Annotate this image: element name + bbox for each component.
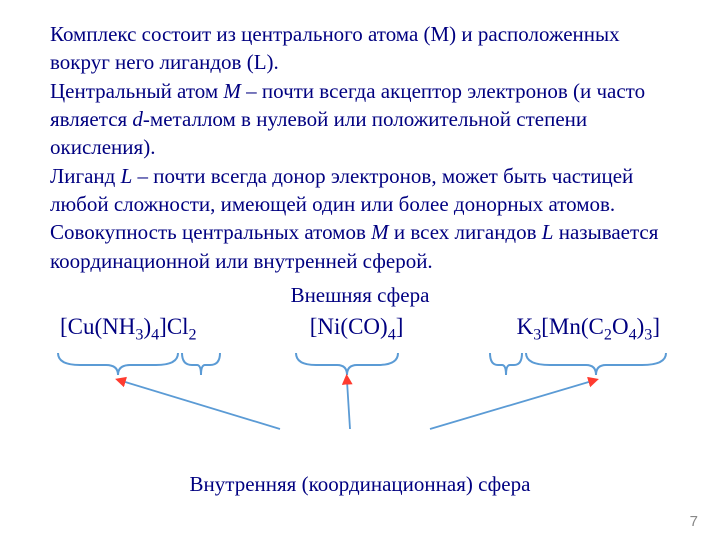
t: O — [612, 314, 629, 339]
brace-inner-3 — [526, 353, 666, 375]
t: M — [371, 220, 389, 244]
t: L — [542, 220, 554, 244]
t: [Cu(NH — [60, 314, 135, 339]
t: Лиганд — [50, 164, 121, 188]
t: [Ni(CO) — [310, 314, 388, 339]
page-number: 7 — [690, 513, 698, 530]
brace-inner-1 — [58, 353, 178, 375]
label-outer-sphere: Внешняя сфера — [50, 283, 670, 308]
t: ] — [652, 314, 660, 339]
t: d — [132, 107, 143, 131]
arrow-inner-1 — [122, 381, 280, 429]
text-p1: Комплекс состоит из центрального атома (… — [50, 22, 620, 74]
t: [Mn(C — [541, 314, 604, 339]
t: M — [223, 79, 241, 103]
t: Центральный атом — [50, 79, 223, 103]
formula-1: [Cu(NH3)4]Cl2 — [60, 314, 197, 345]
t: ] — [396, 314, 404, 339]
paragraph-4: Совокупность центральных атомов M и всех… — [50, 218, 670, 275]
t: ]Cl — [159, 314, 188, 339]
t: 2 — [604, 327, 612, 344]
t: 2 — [189, 327, 197, 344]
t: 4 — [388, 327, 396, 344]
arrow-inner-3 — [430, 381, 592, 429]
brace-inner-2 — [296, 353, 398, 375]
label-inner-sphere: Внутренняя (координационная) сфера — [0, 472, 720, 497]
paragraph-2: Центральный атом M – почти всегда акцепт… — [50, 77, 670, 162]
t: и всех лигандов — [389, 220, 542, 244]
formula-2: [Ni(CO)4] — [310, 314, 404, 345]
t: K — [517, 314, 534, 339]
brackets-arrows-diagram — [50, 351, 670, 461]
t: L — [121, 164, 133, 188]
formula-3: K3[Mn(C2O4)3] — [517, 314, 660, 345]
t: ) — [143, 314, 151, 339]
t: 4 — [629, 327, 637, 344]
paragraph-1: Комплекс состоит из центрального атома (… — [50, 20, 670, 77]
brace-outer-3 — [490, 353, 522, 375]
brace-outer-1 — [182, 353, 220, 375]
formulas-row: [Cu(NH3)4]Cl2 [Ni(CO)4] K3[Mn(C2O4)3] — [50, 314, 670, 345]
t: – почти всегда донор электронов, может б… — [50, 164, 633, 216]
paragraph-3: Лиганд L – почти всегда донор электронов… — [50, 162, 670, 219]
t: 4 — [151, 327, 159, 344]
arrow-inner-2 — [347, 381, 350, 429]
t: Совокупность центральных атомов — [50, 220, 371, 244]
